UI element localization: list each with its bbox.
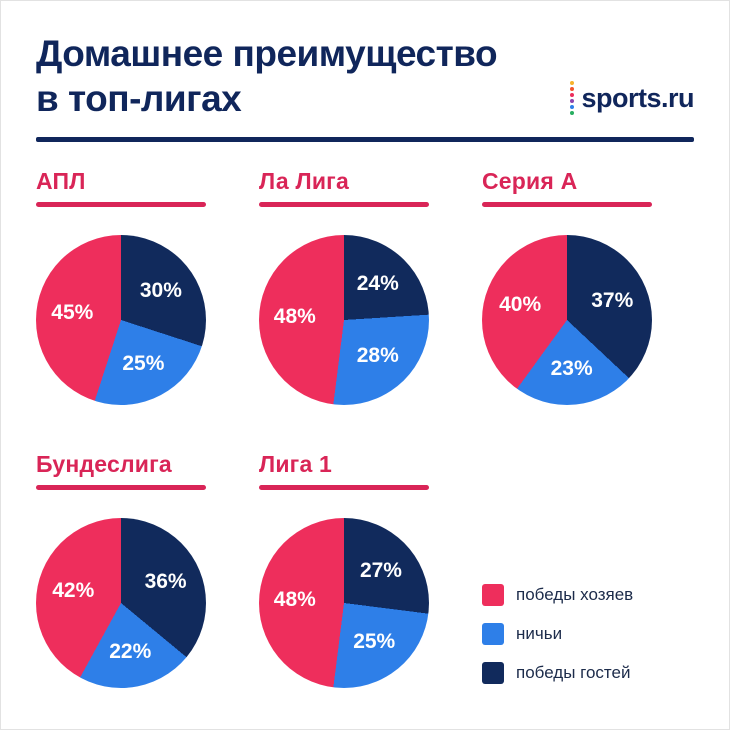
pie-slice-label: 23% bbox=[550, 357, 593, 381]
pie-slice-label: 30% bbox=[139, 279, 182, 303]
pie-slice-label: 48% bbox=[273, 305, 316, 329]
chart-underline bbox=[36, 202, 206, 208]
legend-swatch-home bbox=[482, 584, 504, 607]
chart-ligue1: Лига 1 27% 25% 48% bbox=[259, 451, 429, 689]
chart-underline bbox=[36, 485, 206, 491]
pie-slice-label: 48% bbox=[273, 588, 316, 612]
legend-label-draw: ничьи bbox=[516, 624, 563, 644]
pie-chart-ligue1: 27% 25% 48% bbox=[259, 518, 429, 689]
chart-apl: АПЛ 30% 25% 45% bbox=[36, 168, 206, 406]
chart-seriea: Серия А 37% 23% 40% bbox=[482, 168, 652, 406]
pie-chart-bundesliga: 36% 22% 42% bbox=[36, 518, 206, 689]
logo-dots-icon bbox=[570, 81, 575, 116]
pie-chart-seriea: 37% 23% 40% bbox=[482, 235, 652, 406]
page-title-line2: в топ-лигах bbox=[36, 78, 242, 120]
divider-rule bbox=[36, 137, 694, 143]
pie-slice-label: 36% bbox=[144, 570, 187, 594]
pie-slice-label: 22% bbox=[109, 639, 152, 663]
legend-item-away: победы гостей bbox=[482, 662, 692, 685]
pie-chart-apl: 30% 25% 45% bbox=[36, 235, 206, 406]
legend: победы хозяев ничьи победы гостей bbox=[482, 584, 692, 685]
sportsru-logo: sports.ru bbox=[570, 81, 694, 116]
pie-chart-laliga: 24% 28% 48% bbox=[259, 235, 429, 406]
pie-slice-label: 37% bbox=[591, 288, 634, 312]
chart-title: Бундеслига bbox=[36, 451, 172, 478]
legend-swatch-away bbox=[482, 662, 504, 685]
charts-grid: АПЛ 30% 25% 45% Ла Лига 24% 28% 48% Серия А … bbox=[36, 168, 694, 689]
chart-underline bbox=[259, 485, 429, 491]
pie-slice-label: 42% bbox=[52, 578, 95, 602]
legend-item-home: победы хозяев bbox=[482, 584, 692, 607]
header: Домашнее преимущество в топ-лигах sports… bbox=[36, 31, 694, 121]
pie-slice-label: 28% bbox=[356, 344, 399, 368]
chart-bundesliga: Бундеслига 36% 22% 42% bbox=[36, 451, 206, 689]
chart-title: Серия А bbox=[482, 168, 578, 195]
chart-title: АПЛ bbox=[36, 168, 86, 195]
legend-item-draw: ничьи bbox=[482, 623, 692, 646]
chart-title: Ла Лига bbox=[259, 168, 349, 195]
chart-underline bbox=[259, 202, 429, 208]
pie-slice-label: 27% bbox=[359, 558, 402, 582]
chart-laliga: Ла Лига 24% 28% 48% bbox=[259, 168, 429, 406]
chart-title: Лига 1 bbox=[259, 451, 333, 478]
logo-text: sports.ru bbox=[581, 82, 694, 113]
pie-slice-label: 25% bbox=[353, 630, 396, 654]
legend-swatch-draw bbox=[482, 623, 504, 646]
chart-underline bbox=[482, 202, 652, 208]
pie-slice-label: 45% bbox=[51, 300, 94, 324]
pie-slice-label: 40% bbox=[499, 293, 542, 316]
legend-label-away: победы гостей bbox=[516, 663, 631, 683]
page-title-line1: Домашнее преимущество bbox=[36, 33, 498, 74]
pie-slice-label: 24% bbox=[356, 272, 399, 296]
legend-label-home: победы хозяев bbox=[516, 585, 634, 605]
page-title: Домашнее преимущество в топ-лигах bbox=[36, 31, 498, 121]
pie-slice-label: 25% bbox=[122, 352, 165, 376]
